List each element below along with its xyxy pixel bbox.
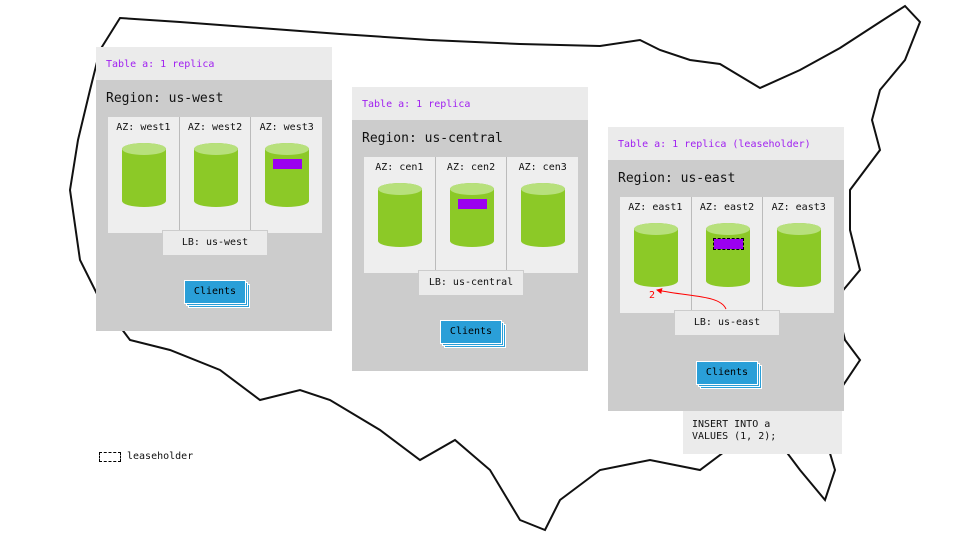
clients-stack: Clients <box>184 280 250 308</box>
clients-label: Clients <box>440 320 502 344</box>
database-node-icon <box>777 223 822 287</box>
sql-line: VALUES (1, 2); <box>692 431 777 442</box>
region-title: Region: us-east <box>618 171 736 186</box>
arrow-step-label: 2 <box>649 290 656 301</box>
region-title: Region: us-central <box>362 131 503 146</box>
clients-label: Clients <box>696 361 758 385</box>
az-cen2: AZ: cen2 <box>436 157 508 273</box>
az-east1: AZ: east1 <box>620 197 692 313</box>
az-west3: AZ: west3 <box>251 117 322 233</box>
table-replica-label: Table a: 1 replica <box>352 87 588 120</box>
az-label: AZ: cen1 <box>375 162 424 173</box>
az-cen3: AZ: cen3 <box>507 157 578 273</box>
sql-line: INSERT INTO a <box>692 419 771 430</box>
clients-stack: Clients <box>440 320 506 348</box>
leaseholder-replica-marker <box>712 238 744 250</box>
database-node-icon <box>634 223 678 287</box>
az-west1: AZ: west1 <box>108 117 180 233</box>
replica-marker <box>457 199 487 209</box>
az-label: AZ: east3 <box>771 202 826 213</box>
region-body: Region: us-west AZ: west1 AZ: west2 AZ: … <box>96 80 332 331</box>
table-replica-label: Table a: 1 replica <box>96 47 332 80</box>
load-balancer: LB: us-west <box>162 230 268 256</box>
load-balancer: LB: us-central <box>418 270 524 296</box>
sql-statement: INSERT INTO a VALUES (1, 2); <box>683 411 842 454</box>
az-label: AZ: cen3 <box>518 162 567 173</box>
az-west2: AZ: west2 <box>180 117 252 233</box>
az-group: AZ: west1 AZ: west2 AZ: west3 <box>108 117 322 233</box>
database-node-icon <box>265 143 310 207</box>
region-body: Region: us-east AZ: east1 AZ: east2 AZ: … <box>608 160 844 411</box>
az-label: AZ: west2 <box>187 122 243 133</box>
database-node-icon <box>122 143 166 207</box>
leaseholder-legend-swatch <box>99 452 121 462</box>
legend-label: leaseholder <box>127 451 194 462</box>
az-east2: AZ: east2 <box>692 197 764 313</box>
az-group: AZ: cen1 AZ: cen2 AZ: cen3 <box>364 157 578 273</box>
az-label: AZ: east1 <box>628 202 683 213</box>
clients-stack: Clients <box>696 361 762 389</box>
az-label: AZ: east2 <box>699 202 755 213</box>
clients-label: Clients <box>184 280 246 304</box>
database-node-icon <box>193 143 238 207</box>
region-title: Region: us-west <box>106 91 224 106</box>
database-node-icon <box>521 183 566 247</box>
az-label: AZ: west1 <box>116 122 171 133</box>
az-east3: AZ: east3 <box>763 197 834 313</box>
database-node-icon <box>449 183 494 247</box>
replica-marker <box>273 159 303 169</box>
database-node-icon <box>378 183 422 247</box>
region-body: Region: us-central AZ: cen1 AZ: cen2 AZ:… <box>352 120 588 371</box>
database-node-icon <box>705 223 750 287</box>
az-label: AZ: cen2 <box>446 162 496 173</box>
az-group: AZ: east1 AZ: east2 AZ: east3 <box>620 197 834 313</box>
table-replica-label: Table a: 1 replica (leaseholder) <box>608 127 844 160</box>
az-label: AZ: west3 <box>259 122 314 133</box>
load-balancer: LB: us-east <box>674 310 780 336</box>
az-cen1: AZ: cen1 <box>364 157 436 273</box>
